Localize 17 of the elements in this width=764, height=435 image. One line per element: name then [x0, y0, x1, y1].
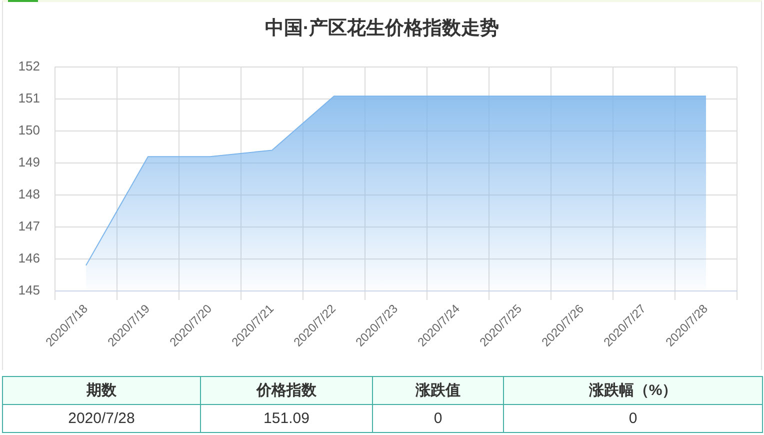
text: 涨跌值 — [372, 376, 504, 404]
y-tick-label: 148 — [18, 186, 40, 202]
text: 涨跌幅（%） — [504, 376, 762, 404]
text: 期数 — [2, 376, 200, 404]
chart-title: 中国·产区花生价格指数走势 — [264, 16, 500, 41]
y-tick-label: 150 — [18, 122, 40, 138]
text: 2020/7/28 — [2, 404, 200, 432]
text: 0 — [372, 404, 504, 432]
y-tick-label: 151 — [18, 90, 40, 106]
y-tick-label: 145 — [18, 282, 40, 298]
text: 151.09 — [200, 404, 372, 432]
y-tick-label: 146 — [18, 250, 40, 266]
y-tick-label: 149 — [18, 154, 40, 170]
y-tick-label: 147 — [18, 218, 40, 234]
text: 0 — [504, 404, 762, 432]
y-tick-label: 152 — [18, 58, 40, 74]
text: 价格指数 — [200, 376, 372, 404]
